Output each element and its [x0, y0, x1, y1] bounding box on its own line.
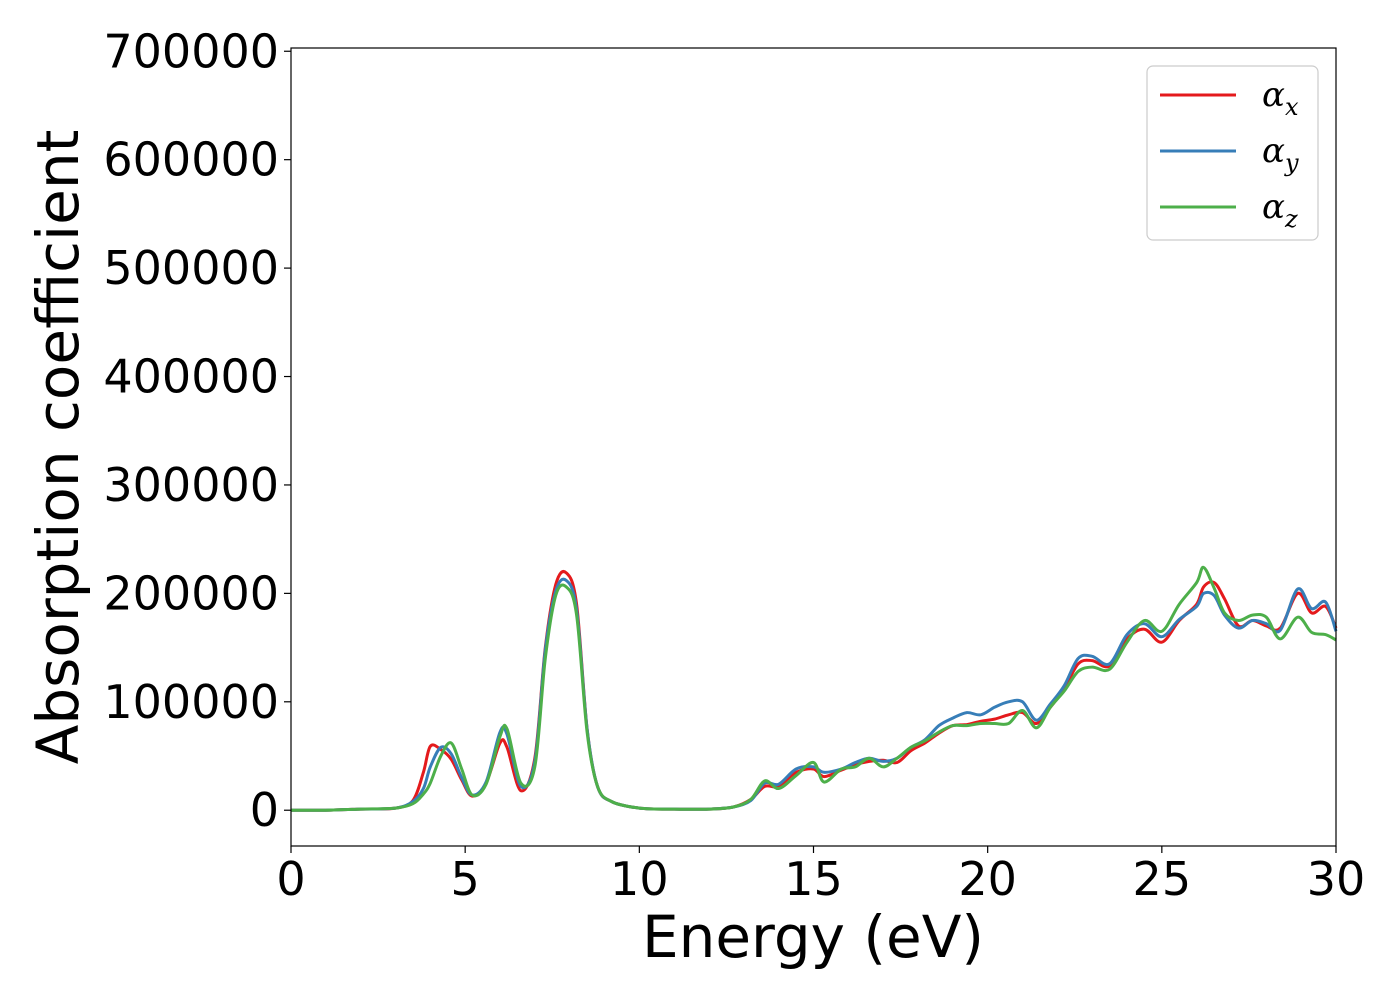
y-tick-label: 300000 — [103, 458, 279, 512]
y-tick-label: 700000 — [103, 24, 279, 78]
legend-subscript: x — [1285, 93, 1299, 121]
x-tick-label: 0 — [276, 852, 305, 906]
y-axis-label: Absorption coefficient — [24, 130, 92, 765]
legend-frame — [1146, 65, 1319, 241]
x-axis: 0 5 10 15 20 25 30 — [276, 846, 1365, 906]
x-tick-label: 10 — [610, 852, 669, 906]
legend-symbol: α — [1262, 75, 1285, 115]
legend-symbol: α — [1262, 187, 1285, 227]
legend-label-z: αz — [1262, 187, 1298, 233]
x-tick-label: 5 — [451, 852, 480, 906]
y-tick-label: 500000 — [103, 241, 279, 295]
x-axis-label: Energy (eV) — [642, 903, 984, 971]
y-tick-label: 400000 — [103, 350, 279, 404]
x-tick-label: 15 — [784, 852, 843, 906]
x-tick-label: 20 — [958, 852, 1017, 906]
y-tick-label: 200000 — [103, 566, 279, 620]
y-tick-label: 600000 — [103, 133, 279, 187]
x-tick-label: 25 — [1133, 852, 1192, 906]
series-line-z — [290, 565, 1337, 812]
legend-subscript: y — [1284, 149, 1299, 177]
legend-label-y: αy — [1262, 131, 1299, 177]
y-axis: 0 100000 200000 300000 400000 500000 600000 700… — [103, 24, 291, 837]
x-tick-label: 30 — [1307, 852, 1366, 906]
legend-symbol: α — [1262, 131, 1285, 171]
series-layer — [290, 565, 1338, 812]
legend-label-x: αx — [1262, 75, 1299, 121]
legend-subscript: z — [1284, 205, 1298, 233]
y-tick-label: 100000 — [103, 675, 279, 729]
y-tick-label: 0 — [250, 783, 279, 837]
